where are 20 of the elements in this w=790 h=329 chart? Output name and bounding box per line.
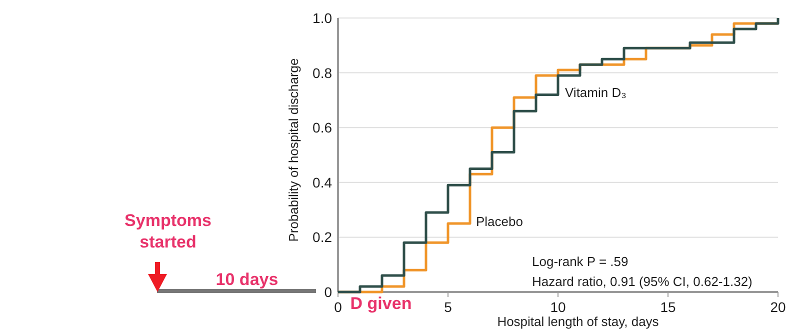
text: Symptoms started bbox=[124, 211, 212, 252]
series-label: Vitamin D₃ bbox=[565, 85, 626, 100]
y-tick-label: 0.8 bbox=[312, 64, 332, 81]
y-tick-label: 1.0 bbox=[312, 10, 332, 26]
x-tick-label: 0 bbox=[334, 299, 342, 315]
x-tick-label: 5 bbox=[444, 299, 452, 315]
y-tick-label: 0.2 bbox=[312, 229, 332, 246]
y-axis-title: Probability of hospital discharge bbox=[286, 58, 301, 242]
annotation: Log-rank P = .59 bbox=[532, 254, 628, 269]
y-tick-label: 0.4 bbox=[312, 174, 332, 190]
y-tick-label: 0 bbox=[324, 284, 332, 300]
annotation: Hazard ratio, 0.91 (95% CI, 0.62-1.32) bbox=[532, 274, 752, 289]
y-tick-label: 0.6 bbox=[312, 120, 332, 136]
text: D given bbox=[350, 294, 412, 313]
x-axis-title: Hospital length of stay, days bbox=[497, 314, 660, 329]
text: 10 days bbox=[216, 270, 278, 289]
x-tick-label: 10 bbox=[550, 299, 566, 315]
x-tick-label: 15 bbox=[660, 299, 676, 315]
series-label: Placebo bbox=[476, 214, 523, 229]
x-tick-label: 20 bbox=[770, 299, 786, 315]
